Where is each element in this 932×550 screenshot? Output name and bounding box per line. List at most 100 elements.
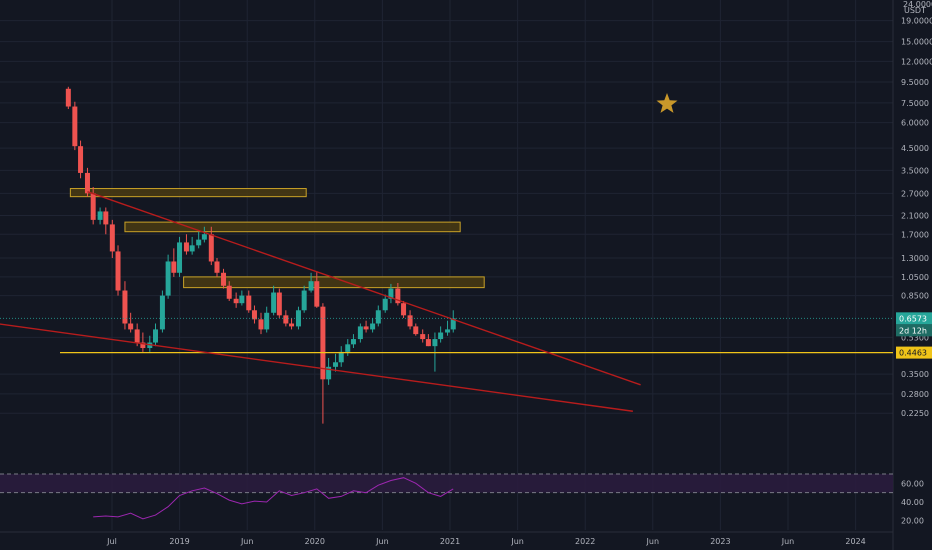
current-price-label: 0.6573 bbox=[899, 314, 927, 323]
candle-body bbox=[395, 288, 401, 304]
price-tick-label: 0.2800 bbox=[901, 390, 929, 399]
descending-support-line bbox=[0, 323, 633, 412]
candle-body bbox=[171, 261, 177, 273]
candle-body bbox=[189, 245, 195, 252]
candle-body bbox=[413, 326, 419, 335]
time-axis[interactable]: Jul 2019 Jun 2020 Jun 2021 Jun 2022 Jun 2023 Jun 20… bbox=[106, 537, 866, 546]
candle-body bbox=[128, 323, 134, 330]
price-axis[interactable]: 24.0000 USDT 19.0000 15.0000 12.0000 9.5000… bbox=[901, 0, 932, 418]
candle-body bbox=[97, 211, 103, 220]
price-axis-unit: USDT bbox=[904, 6, 926, 15]
star-icon[interactable] bbox=[656, 93, 678, 113]
rsi-axis: 60.00 40.00 20.00 bbox=[901, 479, 924, 525]
time-tick-label: 2021 bbox=[440, 537, 460, 546]
candle-body bbox=[72, 106, 78, 147]
resistance-zone bbox=[69, 188, 307, 198]
price-tick-label: 0.3500 bbox=[901, 370, 929, 379]
candle-body bbox=[345, 344, 351, 352]
time-tick-label: 2022 bbox=[575, 537, 595, 546]
candle-body bbox=[295, 310, 301, 327]
candle-body bbox=[208, 234, 214, 262]
time-tick-label: Jun bbox=[375, 537, 389, 546]
candle-body bbox=[84, 172, 90, 194]
candle-body bbox=[450, 318, 456, 330]
price-tick-label: 3.5000 bbox=[901, 166, 929, 175]
time-tick-label: Jun bbox=[646, 537, 660, 546]
candle-body bbox=[357, 326, 363, 340]
price-tick-label: 0.8500 bbox=[901, 292, 929, 301]
candle-body bbox=[246, 295, 252, 311]
price-badges: 0.6573 2d 12h 0.4463 bbox=[0, 312, 932, 359]
candle-body bbox=[289, 323, 295, 327]
rsi-tick-label: 40.00 bbox=[901, 498, 924, 507]
candle-body bbox=[134, 329, 140, 343]
price-tick-label: 1.0500 bbox=[901, 273, 929, 282]
time-tick-label: Jul bbox=[106, 537, 117, 546]
price-tick-label: 15.0000 bbox=[901, 38, 932, 47]
candle-body bbox=[239, 295, 245, 304]
candle-body bbox=[333, 362, 339, 367]
rsi-band bbox=[0, 474, 893, 493]
price-tick-label: 19.0000 bbox=[901, 17, 932, 26]
resistance-zones[interactable] bbox=[69, 188, 485, 289]
candle-body bbox=[65, 88, 71, 107]
candle-body bbox=[326, 366, 332, 380]
candle-body bbox=[407, 315, 413, 327]
candle-body bbox=[301, 290, 307, 311]
candle-body bbox=[401, 303, 407, 316]
candle-body bbox=[350, 339, 356, 345]
rsi-line bbox=[93, 477, 454, 520]
price-tick-label: 9.5000 bbox=[901, 78, 929, 87]
candle-body bbox=[276, 292, 282, 316]
rsi-tick-label: 60.00 bbox=[901, 479, 924, 488]
candle-body bbox=[78, 146, 84, 173]
candle-body bbox=[370, 323, 376, 330]
price-tick-label: 6.0000 bbox=[901, 119, 929, 128]
time-tick-label: 2024 bbox=[845, 537, 865, 546]
candle-body bbox=[445, 329, 451, 333]
candle-body bbox=[432, 339, 438, 347]
candle-body bbox=[196, 239, 202, 246]
candle-body bbox=[214, 261, 220, 273]
candle-body bbox=[320, 306, 326, 380]
price-axis-top-label: 24.0000 bbox=[903, 0, 932, 9]
candle-body bbox=[165, 261, 171, 296]
candle-body bbox=[103, 211, 109, 225]
candle-body bbox=[201, 234, 207, 240]
candle-body bbox=[363, 326, 369, 330]
rsi-pane bbox=[0, 473, 893, 520]
price-tick-label: 2.7000 bbox=[901, 189, 929, 198]
candle-body bbox=[159, 295, 165, 330]
resistance-zone bbox=[183, 276, 485, 289]
candle-body bbox=[314, 281, 320, 307]
candle-body bbox=[271, 292, 277, 313]
candle-body bbox=[283, 315, 289, 324]
time-tick-label: 2020 bbox=[305, 537, 325, 546]
descending-resistance-line bbox=[87, 191, 641, 386]
candle-body bbox=[233, 298, 239, 304]
candle-body bbox=[375, 310, 381, 324]
candle-body bbox=[388, 288, 394, 299]
candle-body bbox=[115, 251, 121, 291]
time-tick-label: Jun bbox=[240, 537, 254, 546]
candle-body bbox=[382, 298, 388, 311]
support-level-label: 0.4463 bbox=[899, 349, 927, 358]
candle-body bbox=[152, 329, 158, 343]
candle-body bbox=[420, 334, 426, 340]
candle-body bbox=[109, 224, 115, 252]
trendlines[interactable] bbox=[0, 191, 893, 412]
candle-body bbox=[438, 332, 444, 340]
star-shape bbox=[656, 93, 678, 113]
price-tick-label: 0.2250 bbox=[901, 409, 929, 418]
countdown-label: 2d 12h bbox=[899, 326, 927, 335]
candle-body bbox=[425, 339, 431, 347]
time-tick-label: Jun bbox=[510, 537, 524, 546]
candle-body bbox=[122, 290, 128, 324]
support-level-badge bbox=[896, 346, 932, 359]
candle-body bbox=[264, 312, 270, 330]
price-tick-label: 12.0000 bbox=[901, 57, 932, 66]
time-tick-label: Jun bbox=[781, 537, 795, 546]
candle-body bbox=[177, 242, 183, 273]
